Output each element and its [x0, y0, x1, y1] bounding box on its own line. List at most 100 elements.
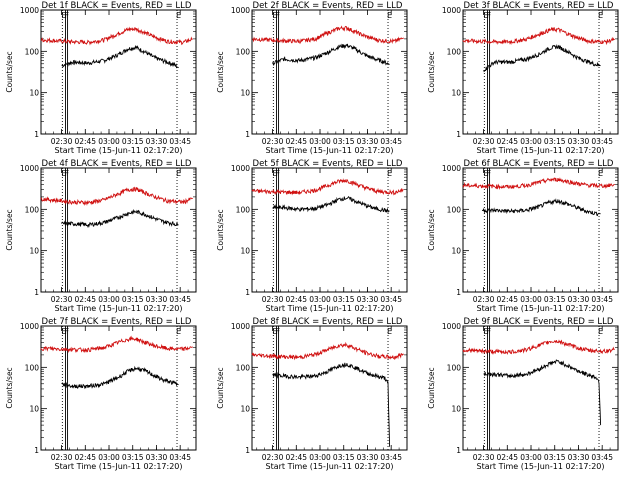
- x-tick-label: 03:30: [357, 453, 379, 462]
- detector-panel-7f: Det 7f BLACK = Events, RED = LLD 1 10 100 10…: [5, 317, 197, 471]
- detector-panel-3f: Det 3f BLACK = Events, RED = LLD 1 10 100 10…: [427, 1, 619, 155]
- x-axis-label: Start Time (15-Jun-11 02:17:20): [266, 462, 394, 471]
- y-tick-label: 1000: [442, 322, 461, 331]
- x-axis-label: Start Time (15-Jun-11 02:17:20): [55, 462, 183, 471]
- time-marker-label: E: [483, 327, 488, 336]
- x-tick-label: 03:45: [591, 295, 613, 304]
- x-tick-label: 03:45: [169, 137, 191, 146]
- x-tick-label: 03:30: [357, 137, 379, 146]
- y-tick-label: 10: [240, 89, 250, 98]
- x-tick-label: 03:30: [146, 295, 168, 304]
- panel-title: Det 2f BLACK = Events, RED = LLD: [253, 1, 403, 11]
- panel-title: Det 8f BLACK = Events, RED = LLD: [253, 317, 403, 327]
- x-tick-label: 03:15: [333, 137, 355, 146]
- y-tick-label: 10: [451, 89, 461, 98]
- time-marker-label: F: [65, 11, 70, 20]
- y-tick-label: 1000: [231, 322, 250, 331]
- events-series-line: [481, 198, 601, 217]
- y-tick-label: 10: [29, 89, 39, 98]
- plot-frame: [251, 167, 408, 293]
- x-tick-label: 03:15: [544, 137, 566, 146]
- time-marker-label: E: [387, 11, 392, 20]
- y-tick-label: 10: [240, 247, 250, 256]
- time-marker-label: E: [272, 11, 277, 20]
- time-marker-label: E: [598, 11, 603, 20]
- x-tick-label: 03:30: [568, 137, 590, 146]
- y-tick-label: 1000: [20, 322, 39, 331]
- panel-title: Det 1f BLACK = Events, RED = LLD: [42, 1, 192, 11]
- x-tick-label: 02:30: [262, 295, 284, 304]
- time-marker-label: E: [176, 327, 181, 336]
- x-tick-label: 03:15: [333, 295, 355, 304]
- y-tick-label: 100: [25, 363, 40, 372]
- y-tick-label: 10: [451, 247, 461, 256]
- time-marker-label: E: [176, 11, 181, 20]
- y-tick-label: 1: [245, 130, 250, 139]
- time-marker-label: E: [387, 327, 392, 336]
- x-axis-label: Start Time (15-Jun-11 02:17:20): [477, 462, 605, 471]
- x-tick-label: 02:45: [74, 453, 96, 462]
- time-marker-label: F: [487, 327, 492, 336]
- x-tick-label: 03:45: [169, 295, 191, 304]
- x-tick-label: 02:45: [496, 137, 518, 146]
- y-axis-label: Counts/sec: [216, 367, 225, 408]
- lld-series-line: [251, 341, 404, 361]
- time-marker-label: E: [272, 327, 277, 336]
- y-tick-label: 1: [245, 446, 250, 455]
- x-tick-label: 03:15: [122, 453, 144, 462]
- y-tick-label: 100: [447, 363, 462, 372]
- time-marker-label: E: [272, 169, 277, 178]
- x-axis-label: Start Time (15-Jun-11 02:17:20): [477, 304, 605, 313]
- plot-frame: [251, 325, 408, 451]
- x-axis-label: Start Time (15-Jun-11 02:17:20): [55, 146, 183, 155]
- lld-series-line: [251, 25, 404, 45]
- y-axis-label: Counts/sec: [427, 367, 436, 408]
- plot-frame: [40, 325, 197, 451]
- x-tick-label: 03:00: [520, 137, 542, 146]
- x-tick-label: 03:30: [568, 453, 590, 462]
- x-tick-label: 03:45: [380, 137, 402, 146]
- x-tick-label: 03:00: [520, 453, 542, 462]
- x-axis-label: Start Time (15-Jun-11 02:17:20): [266, 304, 394, 313]
- plot-frame: [462, 325, 619, 451]
- lld-series-line: [462, 177, 615, 190]
- time-marker-label: E: [598, 327, 603, 336]
- y-tick-label: 1000: [231, 164, 250, 173]
- time-marker-label: E: [61, 169, 66, 178]
- x-tick-label: 02:45: [285, 137, 307, 146]
- y-tick-label: 100: [236, 47, 251, 56]
- x-tick-label: 02:30: [51, 453, 73, 462]
- y-tick-label: 1: [456, 130, 461, 139]
- y-tick-label: 100: [236, 205, 251, 214]
- x-tick-label: 03:45: [169, 453, 191, 462]
- x-tick-label: 03:45: [591, 453, 613, 462]
- time-marker-label: E: [483, 11, 488, 20]
- x-tick-label: 02:30: [51, 295, 73, 304]
- detector-panel-8f: Det 8f BLACK = Events, RED = LLD 1 10 100 10…: [216, 317, 408, 471]
- x-tick-label: 03:30: [357, 295, 379, 304]
- y-axis-label: Counts/sec: [5, 367, 14, 408]
- panel-title: Det 9f BLACK = Events, RED = LLD: [464, 317, 614, 327]
- y-axis-label: Counts/sec: [5, 209, 14, 250]
- events-series-line: [272, 43, 390, 66]
- x-tick-label: 03:45: [380, 453, 402, 462]
- lld-series-line: [462, 339, 615, 355]
- x-tick-label: 02:45: [285, 453, 307, 462]
- events-series-line: [61, 365, 179, 390]
- x-tick-label: 03:00: [98, 453, 120, 462]
- x-tick-label: 03:45: [591, 137, 613, 146]
- y-tick-label: 10: [29, 405, 39, 414]
- y-axis-label: Counts/sec: [427, 209, 436, 250]
- panel-title: Det 5f BLACK = Events, RED = LLD: [253, 159, 403, 169]
- x-tick-label: 03:15: [122, 295, 144, 304]
- y-tick-label: 1: [245, 288, 250, 297]
- x-tick-label: 02:30: [262, 137, 284, 146]
- y-tick-label: 1: [34, 446, 39, 455]
- plot-frame: [462, 167, 619, 293]
- time-marker-label: E: [483, 169, 488, 178]
- y-axis-label: Counts/sec: [216, 209, 225, 250]
- x-axis-label: Start Time (15-Jun-11 02:17:20): [266, 146, 394, 155]
- detector-panel-1f: Det 1f BLACK = Events, RED = LLD 1 10 100 10…: [5, 1, 197, 155]
- x-axis-label: Start Time (15-Jun-11 02:17:20): [55, 304, 183, 313]
- x-tick-label: 03:00: [309, 295, 331, 304]
